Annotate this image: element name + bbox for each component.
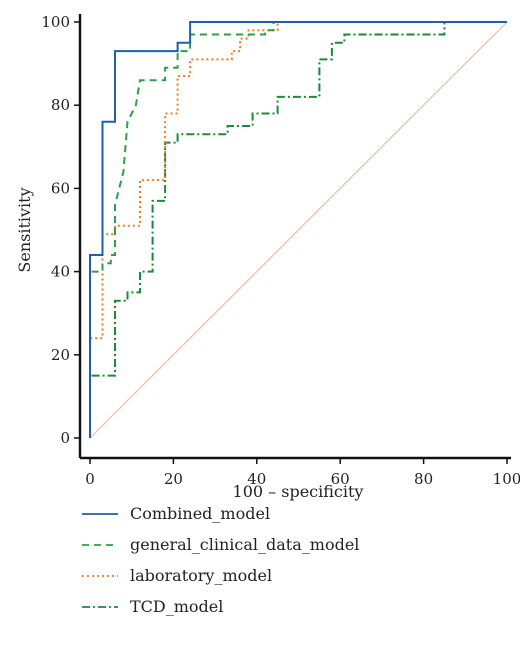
y-tick-label: 100 xyxy=(41,13,70,31)
legend: Combined_model general_clinical_data_mode… xyxy=(82,504,359,616)
y-axis-title: Sensitivity xyxy=(15,187,34,272)
x-tick-label: 20 xyxy=(164,470,183,488)
legend-label-tcd-model: TCD_model xyxy=(130,597,223,616)
x-tick-label: 80 xyxy=(414,470,433,488)
legend-label-general-clinical-data-model: general_clinical_data_model xyxy=(130,535,359,554)
y-tick-label: 60 xyxy=(51,179,70,197)
x-tick-label: 0 xyxy=(85,470,95,488)
axes: 0 20 40 60 80 100 0 20 40 60 80 100 xyxy=(41,13,520,488)
y-tick-label: 80 xyxy=(51,96,70,114)
x-tick-label: 40 xyxy=(247,470,266,488)
series-line-combined-model xyxy=(89,21,507,438)
plot-area xyxy=(89,21,508,439)
x-tick-label: 60 xyxy=(331,470,350,488)
legend-label-combined-model: Combined_model xyxy=(130,504,270,523)
series-line-laboratory-model xyxy=(89,21,507,438)
series-line-tcd-model xyxy=(89,21,507,438)
reference-diagonal-line xyxy=(89,21,508,439)
legend-label-laboratory-model: laboratory_model xyxy=(130,566,272,585)
x-tick-label: 100 xyxy=(493,470,520,488)
y-tick-label: 40 xyxy=(51,263,70,281)
y-tick-label: 20 xyxy=(51,346,70,364)
y-tick-label: 0 xyxy=(60,429,70,447)
x-axis-title: 100 – specificity xyxy=(233,482,364,501)
series-line-general-clinical-data-model xyxy=(89,21,507,438)
